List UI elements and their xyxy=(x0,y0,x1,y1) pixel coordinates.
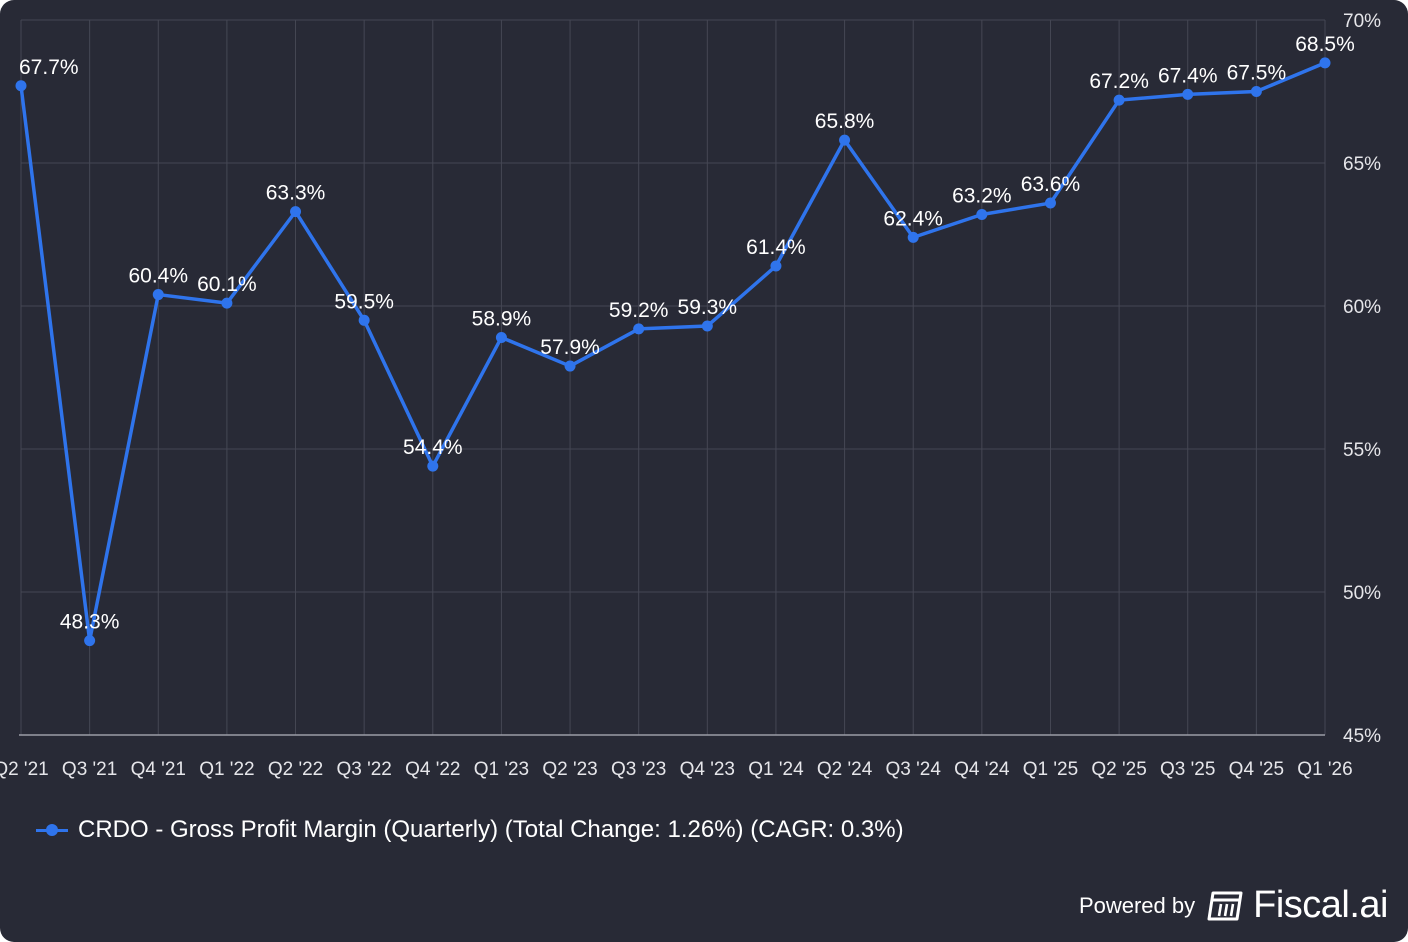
data-point xyxy=(290,206,302,218)
x-tick-label: Q3 '23 xyxy=(611,759,666,780)
x-tick-label: Q4 '23 xyxy=(680,759,735,780)
data-point xyxy=(427,460,439,472)
data-label: 59.2% xyxy=(609,299,669,322)
data-point xyxy=(1182,88,1194,100)
powered-by[interactable]: Powered by Fiscal.ai xyxy=(1078,884,1389,927)
y-tick-label: 50% xyxy=(1343,583,1381,604)
data-point xyxy=(907,231,919,243)
data-label: 58.9% xyxy=(472,307,532,330)
x-tick-label: Q3 '25 xyxy=(1160,759,1215,780)
data-point xyxy=(1319,57,1331,69)
data-point xyxy=(84,635,96,647)
x-tick-label: Q3 '22 xyxy=(336,759,391,780)
data-label: 67.5% xyxy=(1227,62,1287,85)
data-label: 54.4% xyxy=(403,436,463,459)
x-tick-label: Q3 '21 xyxy=(62,759,117,780)
x-tick-label: Q2 '25 xyxy=(1091,759,1146,780)
x-tick-label: Q2 '22 xyxy=(268,759,323,780)
data-label: 57.9% xyxy=(540,336,600,359)
data-point xyxy=(152,289,164,301)
data-label: 59.3% xyxy=(678,296,738,319)
x-tick-label: Q1 '25 xyxy=(1023,759,1078,780)
data-label: 67.2% xyxy=(1089,70,1149,93)
y-tick-label: 60% xyxy=(1343,297,1381,318)
y-tick-label: 70% xyxy=(1343,11,1381,32)
data-point xyxy=(221,297,233,309)
x-tick-label: Q1 '23 xyxy=(474,759,529,780)
y-tick-label: 45% xyxy=(1343,726,1381,747)
data-label: 63.2% xyxy=(952,184,1012,207)
x-tick-label: Q4 '24 xyxy=(954,759,1010,780)
data-label: 63.3% xyxy=(266,182,326,205)
data-point xyxy=(839,134,851,146)
data-point xyxy=(1044,197,1056,209)
data-label: 65.8% xyxy=(815,110,875,133)
data-label: 61.4% xyxy=(746,236,806,259)
data-point xyxy=(976,208,988,220)
x-tick-label: Q2 '21 xyxy=(0,759,49,780)
legend-label: CRDO - Gross Profit Margin (Quarterly) (… xyxy=(78,816,904,843)
x-tick-label: Q3 '24 xyxy=(886,759,942,780)
data-label: 67.4% xyxy=(1158,64,1218,87)
data-label: 59.5% xyxy=(334,290,394,313)
data-point xyxy=(701,320,713,332)
data-point xyxy=(1250,86,1262,97)
brand-name: Fiscal.ai xyxy=(1253,884,1388,926)
data-label: 60.4% xyxy=(128,265,188,288)
data-label: 60.1% xyxy=(197,273,257,296)
x-tick-label: Q4 '25 xyxy=(1229,759,1284,780)
powered-by-text: Powered by xyxy=(1078,892,1196,918)
x-tick-label: Q4 '21 xyxy=(131,759,186,780)
data-point xyxy=(1113,94,1125,106)
data-label: 62.4% xyxy=(883,207,943,230)
data-label: 63.6% xyxy=(1021,173,1081,196)
data-point xyxy=(15,80,27,92)
x-tick-label: Q1 '22 xyxy=(199,759,254,780)
data-label: 48.3% xyxy=(60,611,120,634)
fiscal-logo-icon xyxy=(1207,891,1243,920)
data-point xyxy=(358,314,370,326)
y-tick-label: 55% xyxy=(1343,440,1381,461)
x-tick-label: Q2 '23 xyxy=(542,759,597,780)
data-point xyxy=(770,260,782,272)
x-tick-label: Q2 '24 xyxy=(817,759,873,780)
data-point xyxy=(633,323,645,335)
y-tick-label: 65% xyxy=(1343,154,1381,175)
data-point xyxy=(495,331,507,343)
data-point xyxy=(564,360,576,372)
x-tick-label: Q4 '22 xyxy=(405,759,460,780)
x-tick-label: Q1 '26 xyxy=(1297,759,1352,780)
x-tick-label: Q1 '24 xyxy=(748,759,804,780)
legend[interactable]: CRDO - Gross Profit Margin (Quarterly) (… xyxy=(36,816,904,844)
data-label: 68.5% xyxy=(1295,33,1355,56)
data-label: 67.7% xyxy=(19,56,79,79)
legend-marker-icon xyxy=(36,820,68,840)
series-line xyxy=(19,61,1327,643)
